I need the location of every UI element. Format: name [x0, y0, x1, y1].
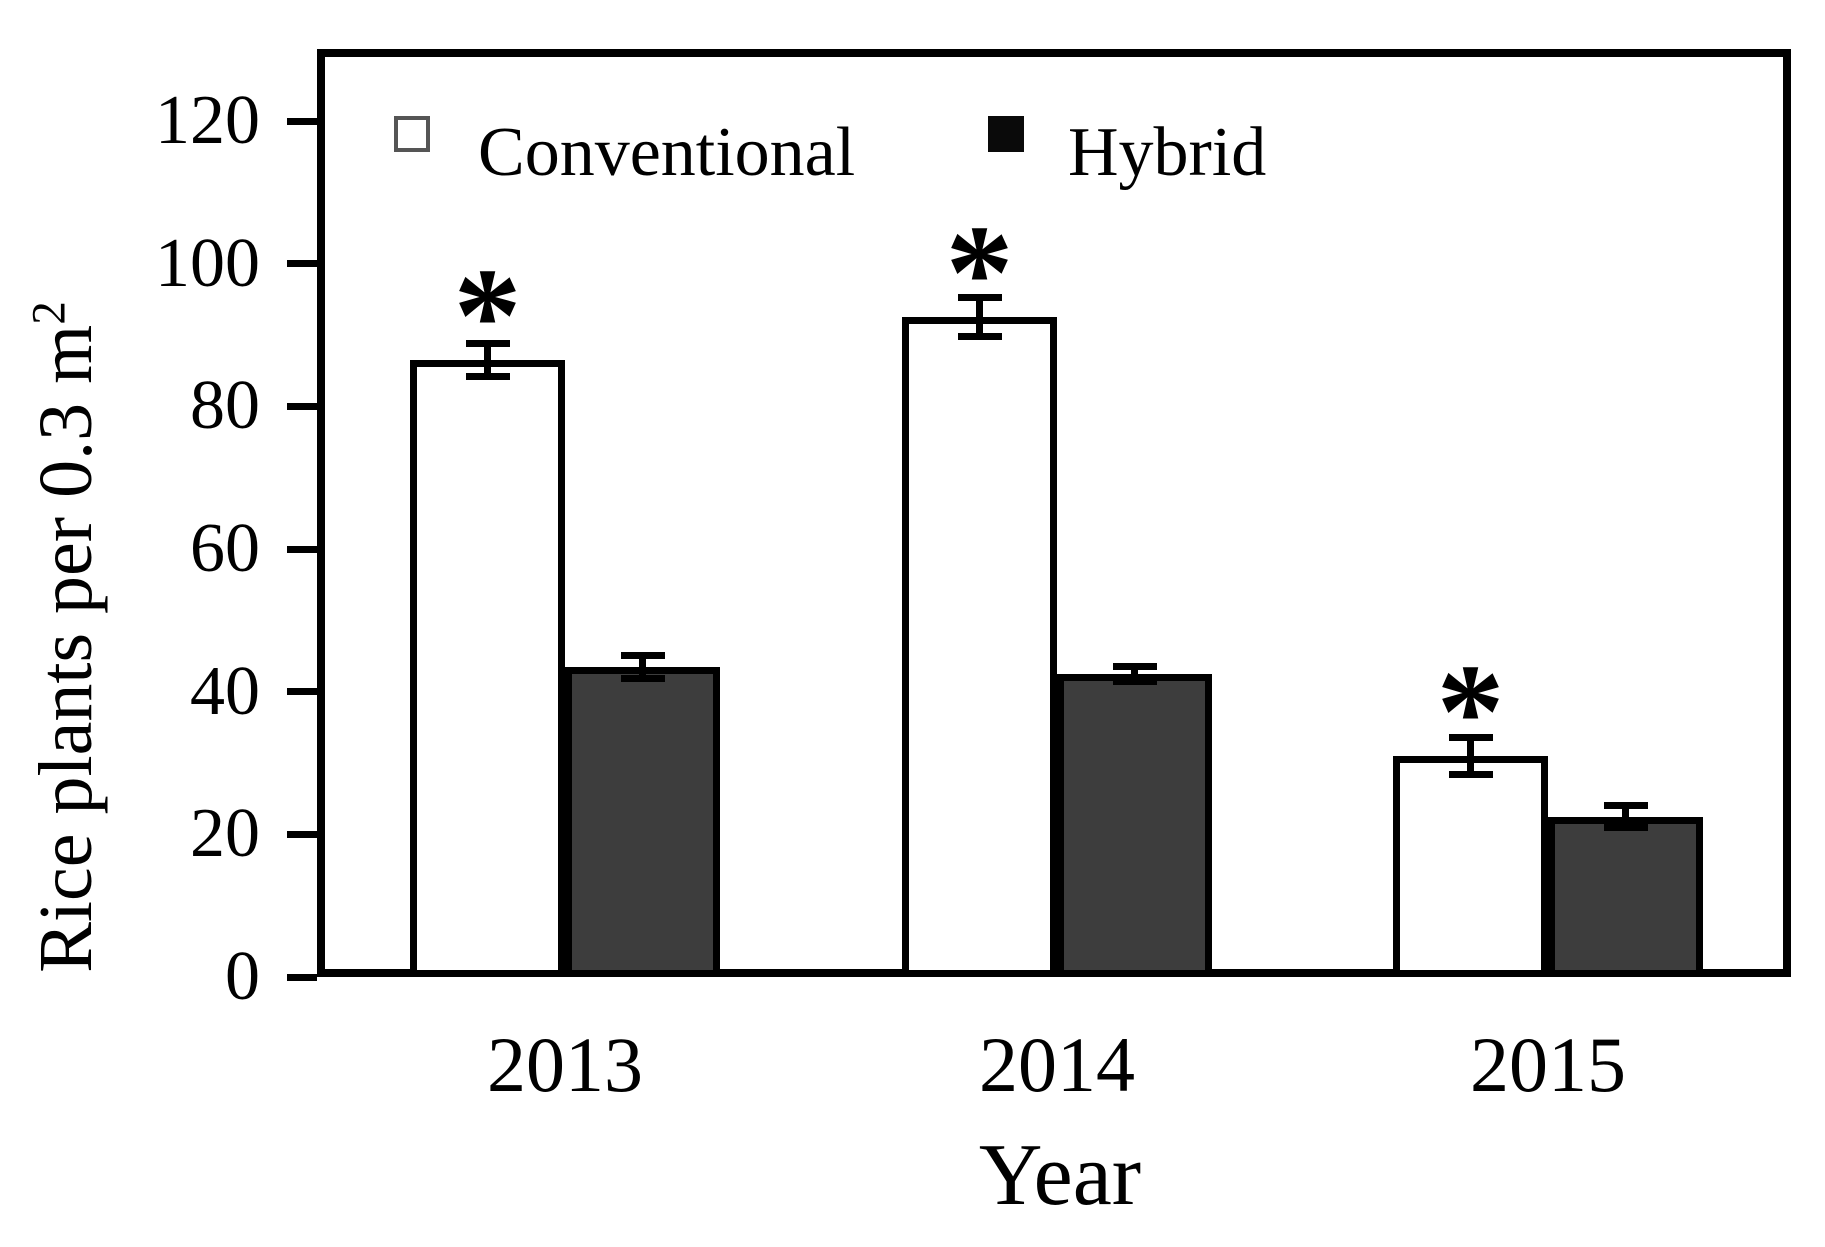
x-tick-label-2014: 2014 — [979, 1021, 1135, 1108]
error-cap-top-hybrid-2013 — [620, 651, 665, 659]
y-tick-80 — [287, 402, 317, 410]
error-bar-conventional-2015 — [1467, 737, 1474, 775]
significance-asterisk-2014: * — [945, 198, 1014, 349]
y-tick-label-80: 80 — [190, 367, 260, 445]
error-cap-bottom-hybrid-2015 — [1603, 823, 1648, 831]
x-tick-label-2013: 2013 — [487, 1021, 643, 1108]
bar-hybrid-2014 — [1057, 673, 1212, 977]
error-cap-bottom-conventional-2014 — [957, 332, 1002, 340]
bar-hybrid-2013 — [565, 666, 720, 977]
y-tick-60 — [287, 545, 317, 553]
y-tick-label-20: 20 — [190, 795, 260, 873]
x-axis-title: Year — [978, 1127, 1142, 1224]
y-tick-40 — [287, 688, 317, 696]
legend-label-hybrid: Hybrid — [1068, 114, 1267, 191]
y-tick-label-60: 60 — [190, 510, 260, 588]
error-bar-hybrid-2015 — [1622, 805, 1629, 828]
error-cap-bottom-hybrid-2014 — [1112, 678, 1157, 686]
y-tick-100 — [287, 260, 317, 268]
error-cap-top-hybrid-2014 — [1112, 662, 1157, 670]
error-cap-top-conventional-2013 — [465, 340, 510, 348]
y-tick-label-120: 120 — [155, 82, 260, 160]
y-axis-title-superscript: 2 — [23, 301, 76, 325]
y-tick-120 — [287, 117, 317, 125]
y-tick-0 — [287, 973, 317, 981]
bar-hybrid-2015 — [1548, 816, 1703, 977]
error-cap-top-conventional-2014 — [957, 294, 1002, 302]
y-tick-label-100: 100 — [155, 224, 260, 302]
error-cap-bottom-conventional-2015 — [1448, 770, 1493, 778]
error-bar-conventional-2013 — [484, 343, 491, 377]
bar-conventional-2014 — [902, 317, 1057, 977]
y-tick-label-0: 0 — [225, 938, 260, 1015]
legend-swatch-conventional — [394, 116, 430, 152]
x-tick-label-2015: 2015 — [1470, 1021, 1626, 1108]
error-cap-top-conventional-2015 — [1448, 733, 1493, 741]
legend-label-conventional: Conventional — [478, 114, 856, 191]
significance-asterisk-2015: * — [1436, 636, 1505, 787]
legend-swatch-hybrid — [988, 116, 1024, 152]
bar-conventional-2015 — [1393, 755, 1548, 977]
error-bar-hybrid-2014 — [1131, 666, 1138, 682]
y-tick-label-40: 40 — [190, 652, 260, 730]
bar-conventional-2013 — [410, 359, 565, 977]
significance-asterisk-2013: * — [453, 240, 522, 391]
error-cap-bottom-conventional-2013 — [465, 372, 510, 380]
error-cap-top-hybrid-2015 — [1603, 802, 1648, 810]
error-bar-conventional-2014 — [976, 297, 983, 337]
error-cap-bottom-hybrid-2013 — [620, 674, 665, 682]
error-bar-hybrid-2013 — [639, 655, 646, 679]
y-tick-20 — [287, 830, 317, 838]
